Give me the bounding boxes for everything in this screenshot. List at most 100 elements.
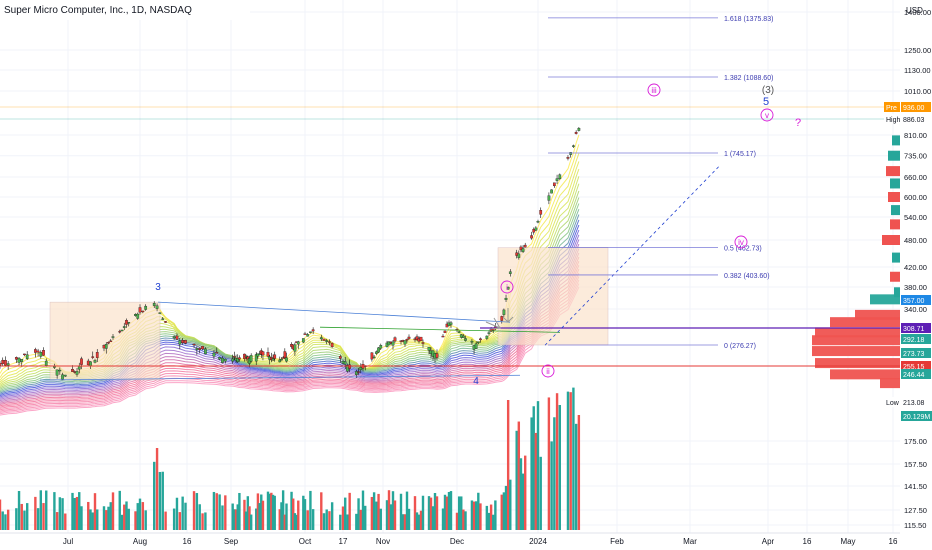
volume-bar-42 [141, 502, 145, 530]
volume-bar-84 [278, 509, 281, 530]
range-box-jan [497, 247, 609, 346]
profile-bar-1 [855, 309, 900, 320]
volume-bar-25 [89, 509, 92, 530]
badge-label-bg-8 [884, 397, 900, 407]
volume-profile [812, 135, 900, 389]
time-tick-14: 16 [889, 537, 898, 546]
price-axis[interactable]: USD 1400.00 1250.00 1130.00 1010.00 810.00 73… [884, 0, 932, 550]
volume-bar-50 [175, 497, 179, 530]
volume-bar-138 [435, 496, 439, 530]
profile-bar-0 [870, 294, 900, 305]
time-tick-12: 16 [803, 537, 812, 546]
volume-bar-144 [455, 512, 459, 530]
price-tick-9: 480.00 [904, 236, 927, 245]
wave-label-6: iii [651, 86, 657, 95]
badge-bg-7 [901, 369, 931, 379]
volume-bar-180 [569, 392, 572, 530]
candle-body-11 [39, 351, 43, 357]
volume-bar-161 [504, 485, 508, 530]
candle-body-0 [0, 363, 2, 366]
price-tick-16: 127.50 [904, 506, 927, 515]
candle-body-40 [136, 313, 140, 319]
price-tick-0: 1400.00 [904, 8, 931, 17]
profile-side-9 [890, 271, 900, 282]
candle-body-106 [343, 361, 347, 365]
volume-bar-176 [553, 417, 556, 530]
candle-body-49 [172, 336, 176, 339]
candle-body-79 [266, 352, 270, 357]
time-tick-7: Dec [450, 537, 464, 546]
volume-bar-67 [236, 504, 239, 530]
volume-bar-17 [61, 498, 64, 530]
price-tick-2: 1130.00 [904, 66, 931, 75]
wave-circle-6 [647, 83, 661, 97]
volume-bar-71 [246, 496, 250, 530]
volume-bar-158 [494, 500, 497, 530]
volume-bar-87 [283, 514, 287, 530]
candle-body-147 [462, 335, 465, 338]
volume-bar-36 [123, 504, 126, 530]
volume-bar-147 [462, 509, 465, 530]
candle-body-183 [577, 128, 581, 131]
volume-bar-97 [309, 490, 312, 530]
volume-bar-14 [53, 492, 56, 530]
candle-body-163 [508, 271, 512, 274]
time-tick-8: 2024 [529, 537, 547, 546]
candle-body-152 [476, 341, 480, 343]
candle-body-132 [419, 336, 423, 341]
volume-bar-170 [532, 406, 535, 530]
candle-body-57 [201, 346, 204, 350]
profile-bar-6 [815, 358, 900, 369]
candle-body-108 [348, 364, 352, 369]
volume-bar-27 [93, 493, 97, 530]
candle-body-19 [71, 369, 74, 372]
volume-bar-46 [158, 471, 162, 530]
volume-bar-152 [477, 492, 480, 530]
candle-body-18 [63, 374, 67, 377]
volume-bar-23 [80, 506, 83, 530]
volume-bar-3 [6, 509, 10, 530]
candle-body-8 [25, 354, 29, 359]
volume-bar-9 [34, 496, 37, 530]
candle-body-143 [449, 322, 453, 325]
badge-bg-4 [901, 334, 931, 344]
badge-value-6: 255.15 [903, 364, 925, 371]
volume-bar-173 [539, 456, 542, 530]
time-axis[interactable]: Jul Aug 16 Sep Oct 17 Nov Dec 2024 Feb Mar Apr 16 May… [0, 532, 932, 550]
candle-body-91 [293, 344, 297, 352]
arrow-marker-2 [502, 308, 514, 323]
volume-bar-31 [107, 506, 110, 530]
candle-body-93 [296, 341, 300, 345]
candle-body-41 [138, 307, 142, 313]
volume-bar-123 [393, 500, 397, 530]
profile-bar-7 [830, 369, 900, 380]
volume-bar-0 [0, 499, 2, 530]
price-tick-4: 810.00 [904, 131, 927, 140]
volume-badge: 20.129M [903, 414, 930, 421]
volume-bar-51 [178, 512, 182, 530]
volume-bar-45 [155, 448, 159, 530]
badge-bg-2 [901, 295, 931, 305]
volume-bar-169 [530, 417, 533, 530]
volume-bar-174 [547, 397, 551, 530]
candle-body-130 [415, 336, 419, 340]
volume-bar-86 [281, 490, 285, 530]
volume-bar-137 [433, 492, 437, 530]
volume-bar-81 [270, 492, 273, 530]
volume-bar-120 [387, 490, 391, 530]
volume-bar-80 [268, 493, 271, 530]
candle-body-3 [6, 363, 10, 366]
ema-ribbon-18 [0, 248, 580, 403]
volume-bar-178 [558, 405, 561, 530]
title-bg [0, 0, 250, 20]
volume-bar-101 [325, 509, 328, 530]
fib-label-3: 0.5 (462.73) [724, 245, 762, 252]
volume-bar-183 [577, 415, 581, 530]
candle-body-138 [435, 353, 439, 358]
volume-bar-4 [15, 508, 18, 530]
candle-body-160 [502, 309, 506, 315]
profile-side-2 [886, 166, 900, 177]
candle-body-173 [539, 210, 543, 215]
candle-body-118 [379, 345, 383, 349]
